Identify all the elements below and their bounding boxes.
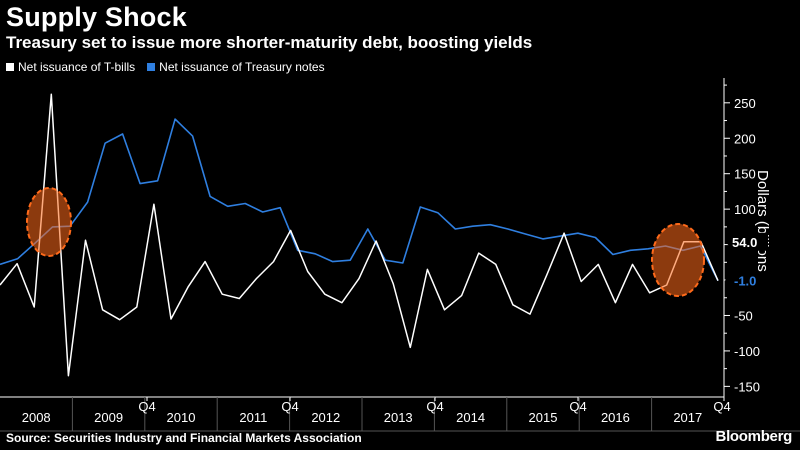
chart-title: Supply Shock [6, 2, 187, 32]
y-tick-label: 250 [734, 96, 756, 111]
legend-label-tbills: Net issuance of T-bills [18, 60, 136, 74]
y-tick-label: 200 [734, 131, 756, 146]
q4-label: Q4 [569, 399, 586, 414]
series-line-treasury-notes [0, 118, 719, 282]
q4-label: Q4 [281, 399, 298, 414]
year-label: 2017 [673, 410, 702, 425]
end-value-notes: -1.0 [734, 274, 756, 289]
year-label: 2015 [529, 410, 558, 425]
y-tick-label: -50 [734, 308, 753, 323]
highlight-circle-2008 [26, 187, 72, 257]
year-label: 2009 [94, 410, 123, 425]
q4-label: Q4 [426, 399, 443, 414]
highlight-circle-2017 [651, 223, 705, 297]
legend-label-notes: Net issuance of Treasury notes [159, 60, 325, 74]
end-label-bg-tbills [730, 232, 768, 251]
legend-item-notes: Net issuance of Treasury notes [147, 60, 325, 74]
series-line-tbills [0, 93, 719, 377]
q4-label: Q4 [713, 399, 730, 414]
y-axis-label: Dollars (billions) [754, 170, 771, 277]
year-label: 2016 [601, 410, 630, 425]
year-label: 2010 [167, 410, 196, 425]
y-tick-label: -150 [734, 379, 760, 394]
source-note: Source: Securities Industry and Financia… [6, 431, 362, 445]
year-label: 2008 [22, 410, 51, 425]
chart-subtitle: Treasury set to issue more shorter-matur… [6, 33, 533, 52]
end-value-tbills: 54.0 [732, 235, 757, 250]
year-label: 2012 [311, 410, 340, 425]
year-label: 2011 [239, 410, 267, 425]
q4-label: Q4 [138, 399, 155, 414]
legend: Net issuance of T-bills Net issuance of … [6, 60, 325, 74]
y-tick-label: 100 [734, 202, 756, 217]
bloomberg-logo: Bloomberg [715, 428, 793, 445]
y-tick-label: -100 [734, 344, 760, 359]
legend-swatch-notes [147, 63, 156, 71]
y-tick-label: 150 [734, 167, 756, 182]
end-label-bg-notes [725, 271, 770, 290]
legend-item-tbills: Net issuance of T-bills [6, 60, 135, 74]
year-label: 2013 [384, 410, 413, 425]
legend-swatch-tbills [6, 63, 14, 71]
end-label-pointer-tbills [725, 236, 730, 247]
year-label: 2014 [456, 410, 485, 425]
